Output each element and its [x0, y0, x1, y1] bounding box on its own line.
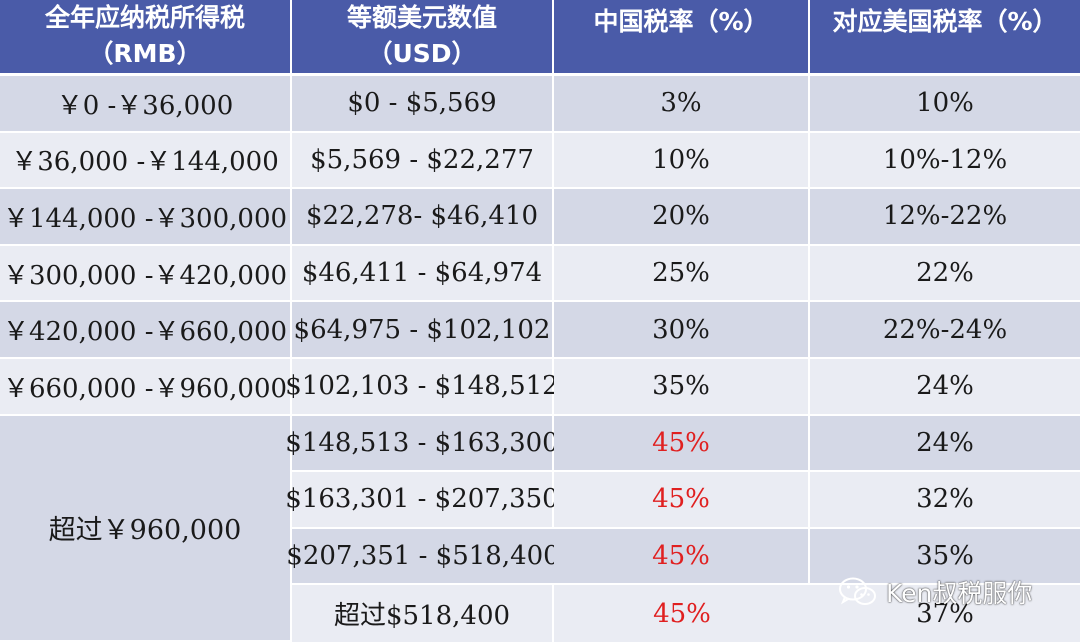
cell-china-rate-highlight: 45%	[554, 415, 810, 473]
cell-rmb: ￥36,000 -￥144,000	[0, 132, 292, 190]
cell-us-rate: 37%	[810, 585, 1080, 642]
cell-us-rate: 22%-24%	[810, 302, 1080, 359]
cell-china-rate: 30%	[554, 302, 810, 359]
cell-usd: $207,351 - $518,400	[286, 528, 560, 586]
header-usd-line2: （USD）	[367, 39, 477, 68]
cell-usd: $0 - $5,569	[292, 76, 554, 133]
cell-usd: $64,975 - $102,102	[292, 302, 554, 359]
cell-us-rate: 35%	[810, 528, 1080, 586]
header-us-rate: 对应美国税率（%）	[810, 0, 1080, 76]
cell-us-rate: 24%	[810, 358, 1080, 416]
cell-us-rate: 10%	[810, 76, 1080, 133]
header-usd-line1: 等额美元数值	[346, 3, 497, 32]
cell-usd: $46,411 - $64,974	[292, 245, 554, 303]
cell-usd: $148,513 - $163,300	[285, 415, 559, 473]
header-rmb-line2: （RMB）	[88, 39, 202, 68]
cell-china-rate-highlight: 45%	[554, 528, 810, 586]
cell-china-rate: 10%	[554, 132, 810, 190]
cell-rmb: ￥660,000 -￥960,000	[0, 358, 292, 416]
cell-china-rate-highlight: 45%	[554, 472, 810, 529]
cell-china-rate: 3%	[554, 76, 810, 133]
cell-china-rate: 20%	[554, 189, 810, 246]
cell-us-rate: 24%	[810, 415, 1080, 473]
cell-usd: $102,103 - $148,512	[285, 358, 559, 416]
cell-usd: $22,278- $46,410	[292, 189, 554, 246]
cell-china-rate: 35%	[554, 358, 810, 416]
cell-usd: $5,569 - $22,277	[292, 132, 554, 190]
cell-us-rate: 12%-22%	[810, 189, 1080, 246]
cell-usd: $163,301 - $207,350	[285, 472, 559, 529]
cell-rmb: ￥420,000 -￥660,000	[0, 302, 292, 359]
cell-china-rate-highlight: 45%	[554, 585, 810, 642]
header-china-rate: 中国税率（%）	[554, 0, 810, 76]
cell-rmb-top-bracket: 超过￥960,000	[0, 415, 292, 642]
header-rmb: 全年应纳税所得税 （RMB）	[0, 0, 292, 76]
cell-us-rate: 22%	[810, 245, 1080, 303]
cell-rmb: ￥0 -￥36,000	[0, 76, 292, 133]
cell-usd: 超过$518,400	[292, 585, 554, 642]
header-rmb-line1: 全年应纳税所得税	[44, 3, 245, 32]
cell-us-rate: 32%	[810, 472, 1080, 529]
cell-rmb: ￥144,000 -￥300,000	[0, 189, 292, 246]
cell-rmb: ￥300,000 -￥420,000	[0, 245, 292, 303]
cell-us-rate: 10%-12%	[810, 132, 1080, 190]
cell-china-rate: 25%	[554, 245, 810, 303]
header-usd: 等额美元数值 （USD）	[292, 0, 554, 76]
